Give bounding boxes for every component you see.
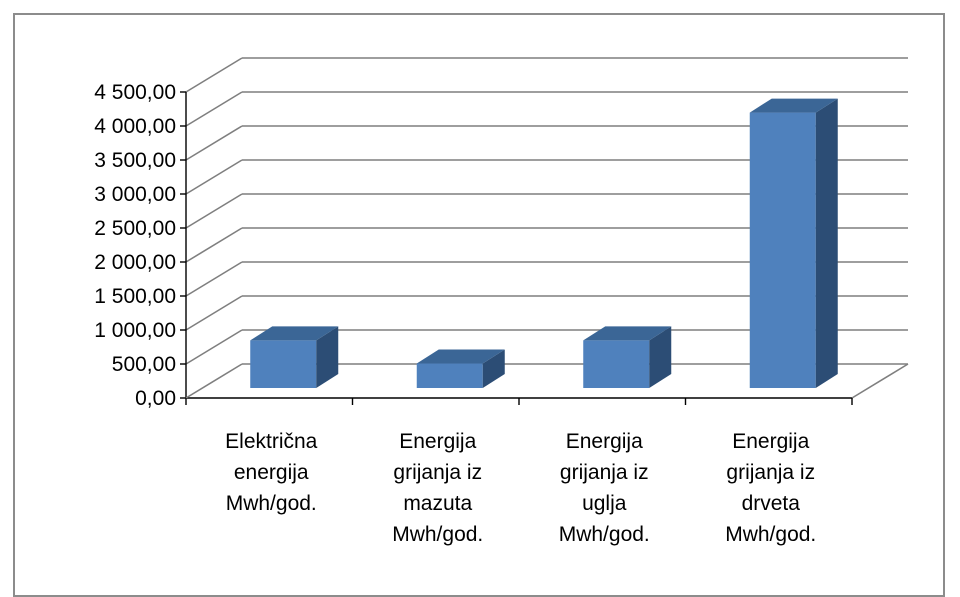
x-category-label-line: mazuta bbox=[403, 492, 472, 515]
x-category-label-line: grijanja iz bbox=[393, 461, 482, 484]
bar bbox=[250, 326, 339, 388]
y-tick-label: 4 000,00 bbox=[94, 115, 176, 138]
x-category-label-line: uglja bbox=[582, 492, 627, 515]
x-category-label-line: Energija bbox=[732, 430, 809, 453]
bar bbox=[749, 98, 838, 388]
gridline-diagonal bbox=[185, 193, 243, 229]
y-tick-label: 2 500,00 bbox=[94, 217, 176, 240]
bar-side-face bbox=[649, 326, 672, 388]
x-category-label: Energija grijanja iz uglja Mwh/god. bbox=[559, 430, 650, 546]
bar-chart: 0,00 500,00 1 000,00 1 500,00 2 000,00 2 500,… bbox=[94, 57, 909, 546]
bar bbox=[416, 349, 505, 388]
x-category-label-line: drveta bbox=[742, 492, 801, 515]
x-category-label-line: Mwh/god. bbox=[559, 523, 650, 546]
bar-front-face bbox=[749, 112, 816, 388]
y-tick-label: 500,00 bbox=[112, 353, 176, 376]
y-tick-label: 1 000,00 bbox=[94, 319, 176, 342]
gridline-diagonal bbox=[185, 261, 243, 297]
gridline-diagonal bbox=[185, 91, 243, 127]
bar-front-face bbox=[583, 340, 650, 388]
bar-side-face bbox=[482, 349, 505, 388]
bar-layer bbox=[250, 98, 838, 388]
x-category-label: Energija grijanja iz mazuta Mwh/god. bbox=[392, 430, 483, 546]
x-category-label: Električna energija Mwh/god. bbox=[225, 430, 318, 515]
gridline-diagonal bbox=[185, 295, 243, 331]
x-category-label: Energija grijanja iz drveta Mwh/god. bbox=[725, 430, 816, 546]
x-category-label-line: Mwh/god. bbox=[725, 523, 816, 546]
x-category-label-line: Električna bbox=[225, 430, 318, 453]
x-category-label-line: Mwh/god. bbox=[226, 492, 317, 515]
x-category-label-line: Energija bbox=[566, 430, 643, 453]
gridline-diagonal bbox=[185, 329, 243, 365]
y-tick-label: 4 500,00 bbox=[94, 81, 176, 104]
gridline-diagonal bbox=[185, 159, 243, 195]
floor-left-edge bbox=[185, 363, 243, 399]
x-category-label-line: grijanja iz bbox=[726, 461, 815, 484]
bar-side-face bbox=[316, 326, 339, 388]
bar-front-face bbox=[250, 340, 317, 388]
bar-top-face bbox=[749, 98, 838, 113]
y-tick-label: 1 500,00 bbox=[94, 285, 176, 308]
bar-front-face bbox=[416, 363, 483, 388]
y-tick-label: 3 000,00 bbox=[94, 183, 176, 206]
floor-right-edge bbox=[851, 363, 909, 399]
x-category-label-line: energija bbox=[234, 461, 309, 484]
y-tick-labels: 0,00 500,00 1 000,00 1 500,00 2 000,00 2 500,… bbox=[94, 81, 176, 410]
bar-top-face bbox=[416, 349, 505, 364]
x-category-labels: Električna energija Mwh/god. Energija grijan… bbox=[225, 430, 816, 546]
bar-side-face bbox=[815, 98, 838, 388]
y-tick-label: 3 500,00 bbox=[94, 149, 176, 172]
y-tick-label: 2 000,00 bbox=[94, 251, 176, 274]
gridline-diagonal bbox=[185, 125, 243, 161]
bar-top-face bbox=[250, 326, 339, 341]
x-category-label-line: Energija bbox=[399, 430, 476, 453]
bar bbox=[583, 326, 672, 388]
y-tick-label: 0,00 bbox=[135, 387, 176, 410]
x-category-label-line: Mwh/god. bbox=[392, 523, 483, 546]
bar-top-face bbox=[583, 326, 672, 341]
x-category-label-line: grijanja iz bbox=[560, 461, 649, 484]
gridline-diagonal bbox=[185, 57, 243, 93]
gridline-diagonal bbox=[185, 227, 243, 263]
